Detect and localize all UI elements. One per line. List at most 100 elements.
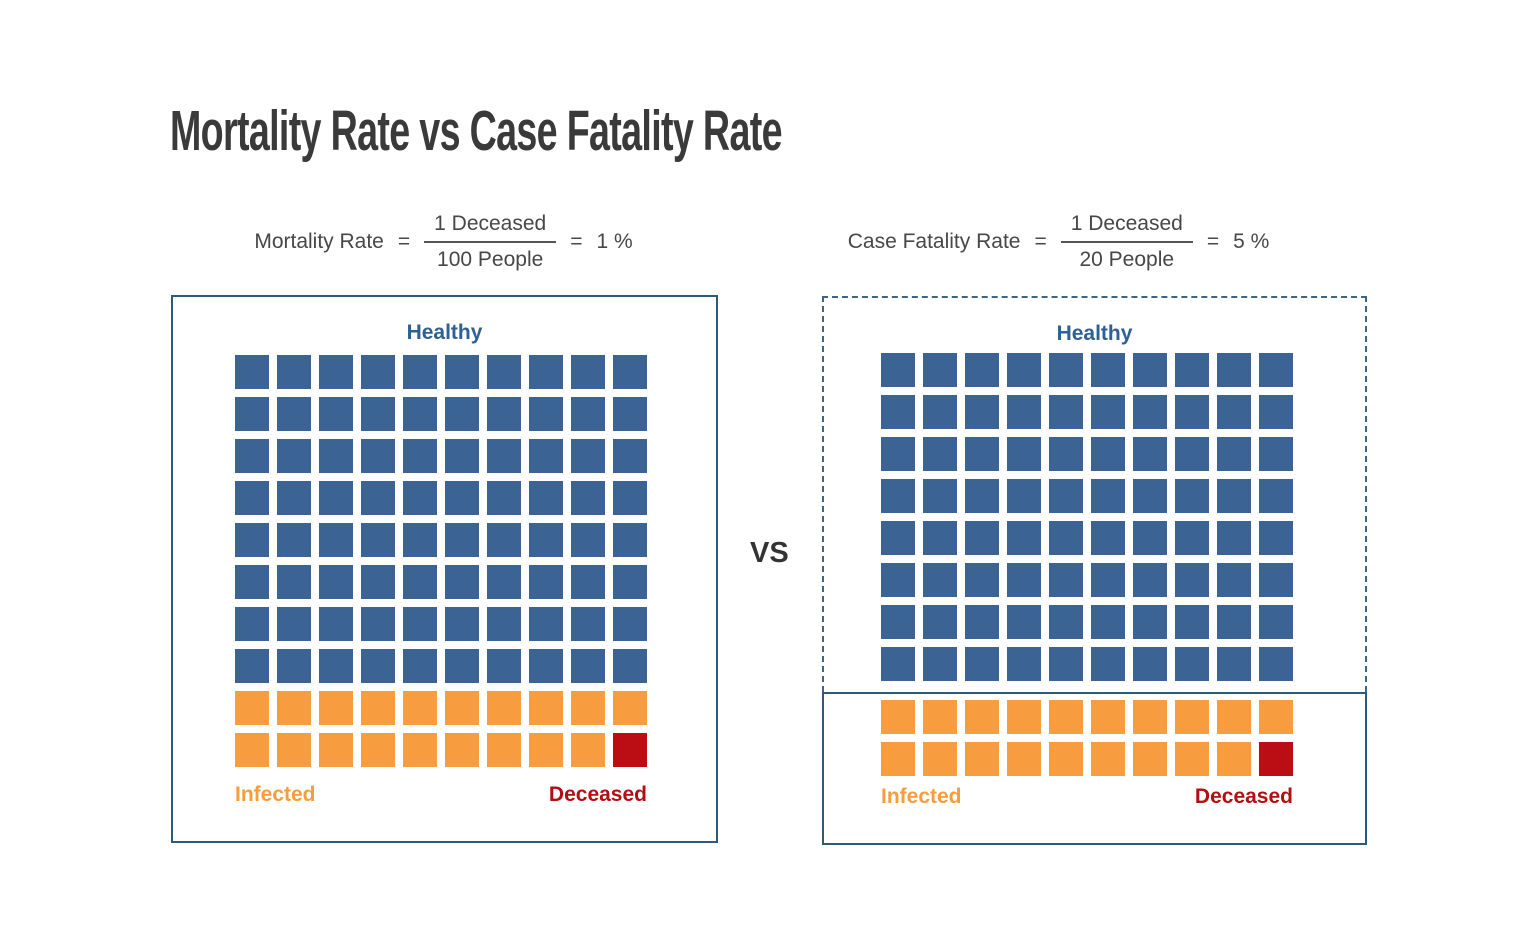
person-square [1175,563,1209,597]
person-square [1259,521,1293,555]
person-square [445,439,479,473]
person-square [1133,647,1167,681]
person-square [445,355,479,389]
person-square [529,481,563,515]
person-square [361,607,395,641]
formula-label: Case Fatality Rate [847,230,1021,253]
person-square [319,397,353,431]
person-square [403,691,437,725]
person-square [965,521,999,555]
person-square [1091,479,1125,513]
person-square [923,563,957,597]
person-square [487,649,521,683]
person-square [1049,605,1083,639]
person-square [1007,742,1041,776]
equals-sign: = [397,230,411,253]
person-square [571,691,605,725]
person-square [1049,563,1083,597]
person-square [881,353,915,387]
person-square [965,647,999,681]
person-square [613,439,647,473]
person-square [965,742,999,776]
infected-label: Infected [235,783,316,806]
equals-sign: = [1034,230,1047,253]
person-square [277,607,311,641]
person-square [1133,700,1167,734]
person-square [1007,479,1041,513]
person-square [881,742,915,776]
person-square [1217,563,1251,597]
person-square [1259,437,1293,471]
person-square [1007,437,1041,471]
person-square [319,691,353,725]
person-square [1175,605,1209,639]
person-square [965,700,999,734]
person-square [403,523,437,557]
person-square [1133,437,1167,471]
person-square [881,563,915,597]
person-square [881,521,915,555]
person-square [1091,647,1125,681]
person-square [1007,353,1041,387]
person-square [1259,647,1293,681]
case-fatality-panel: Healthy Infected Deceased [822,296,1367,845]
person-square [1091,742,1125,776]
person-square [529,397,563,431]
person-square [571,523,605,557]
person-square [445,481,479,515]
person-square [1259,563,1293,597]
person-square [277,733,311,767]
person-square [319,607,353,641]
mortality-rate-panel: Healthy Infected Deceased [171,295,718,843]
person-square [487,439,521,473]
person-square [613,565,647,599]
person-square [923,742,957,776]
person-square [1133,563,1167,597]
person-square [965,437,999,471]
deceased-label: Deceased [1194,785,1293,808]
person-square [361,481,395,515]
person-square [1133,742,1167,776]
person-square [1217,700,1251,734]
person-square [1049,521,1083,555]
person-square [613,691,647,725]
person-square [1217,521,1251,555]
person-square [319,565,353,599]
person-square [403,397,437,431]
healthy-label: Healthy [406,321,483,344]
person-square [445,397,479,431]
person-square [881,605,915,639]
person-square [881,647,915,681]
person-square [277,523,311,557]
person-square [923,700,957,734]
person-square [1007,605,1041,639]
person-square [319,523,353,557]
deceased-label: Deceased [548,783,647,806]
person-square [965,479,999,513]
person-square [881,437,915,471]
person-square [1091,605,1125,639]
person-square [1049,700,1083,734]
person-square [1133,479,1167,513]
person-square [1091,521,1125,555]
formula-result: 5 % [1233,230,1270,253]
person-square [1007,700,1041,734]
person-square [445,733,479,767]
person-square [1217,605,1251,639]
person-square [487,607,521,641]
person-square [1175,700,1209,734]
person-square [403,565,437,599]
person-square [571,565,605,599]
formula-result: 1 % [596,230,633,253]
person-square [361,691,395,725]
person-square [965,605,999,639]
person-square [361,565,395,599]
person-square [1049,353,1083,387]
person-square [1175,742,1209,776]
person-square [1217,647,1251,681]
person-square [487,355,521,389]
person-square [571,439,605,473]
person-square [571,649,605,683]
case-fatality-rate-formula: Case Fatality Rate = 1 Deceased 20 Peopl… [786,205,1331,279]
person-square [403,607,437,641]
